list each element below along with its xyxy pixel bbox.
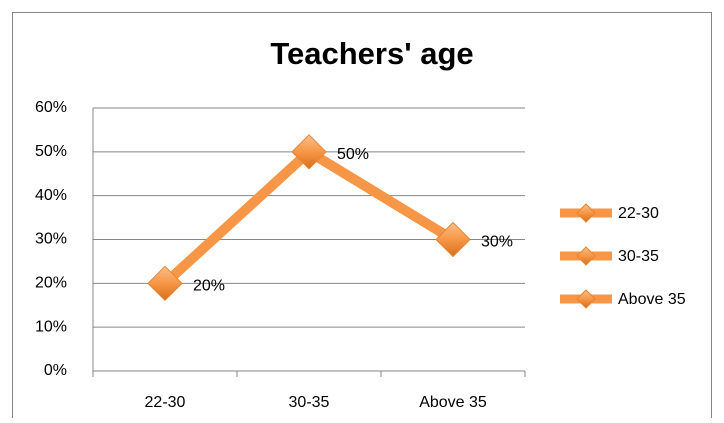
legend-label: 22-30 <box>618 205 659 222</box>
marker <box>435 221 471 258</box>
data-label: 20% <box>193 278 225 295</box>
y-tick-label: 20% <box>35 275 67 292</box>
legend-label: 30-35 <box>618 248 659 265</box>
y-tick-label: 60% <box>35 99 67 116</box>
x-tick-label: Above 35 <box>419 394 487 411</box>
y-tick-label: 40% <box>35 187 67 204</box>
y-tick-label: 0% <box>44 362 67 379</box>
legend-swatch-marker <box>576 203 596 223</box>
y-tick-label: 30% <box>35 231 67 248</box>
x-tick-label: 22-30 <box>145 394 186 411</box>
legend-swatch-marker <box>576 246 596 266</box>
legend-swatch-marker <box>576 289 596 309</box>
marker <box>291 134 327 170</box>
data-label: 50% <box>337 146 369 163</box>
chart-title: Teachers' age <box>270 36 473 71</box>
y-tick-label: 10% <box>35 318 67 335</box>
data-label: 30% <box>481 234 513 251</box>
marker <box>147 265 183 302</box>
legend-label: Above 35 <box>618 291 686 308</box>
x-tick-label: 30-35 <box>289 394 330 411</box>
y-tick-label: 50% <box>35 143 67 160</box>
